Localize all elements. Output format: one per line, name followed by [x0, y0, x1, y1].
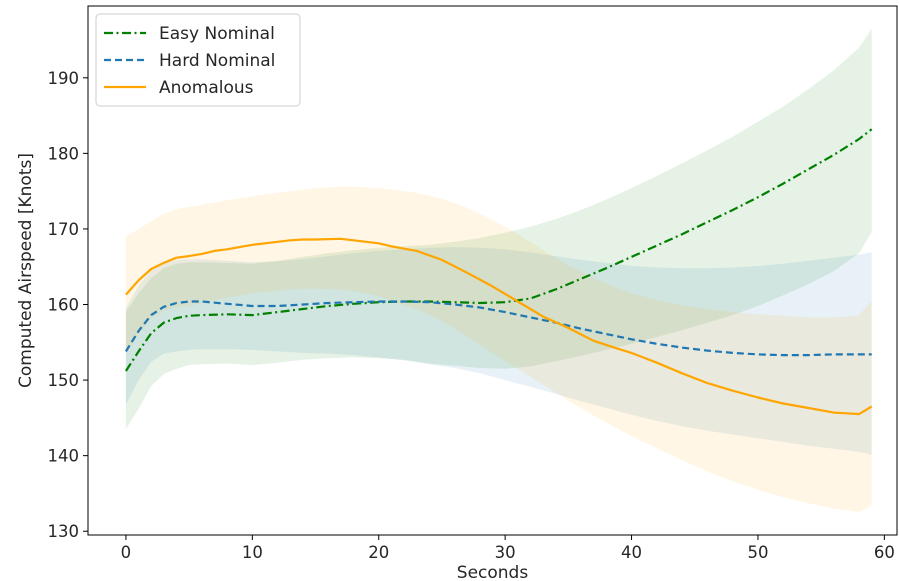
series-line-easy-nominal — [124, 128, 873, 372]
y-axis-ticks: 130 140 150 160 170 180 190 — [48, 69, 88, 541]
y-tick-label: 180 — [48, 144, 80, 163]
y-tick-label: 140 — [48, 447, 80, 466]
legend-box — [95, 13, 301, 107]
x-tick-label: 30 — [495, 543, 516, 562]
y-tick-label: 190 — [48, 69, 80, 88]
legend-label-easy-nominal: Easy Nominal — [159, 24, 275, 44]
y-axis-label: Computed Airspeed [Knots] — [16, 153, 36, 388]
plot-frame — [87, 5, 898, 536]
series-line-hard-nominal — [124, 300, 872, 357]
series-lines — [124, 128, 873, 416]
x-axis-label: Seconds — [457, 563, 529, 581]
band-easy-nominal — [125, 28, 872, 430]
x-tick-label: 50 — [747, 543, 768, 562]
legend-label-anomalous: Anomalous — [159, 78, 254, 98]
confidence-bands — [125, 28, 872, 513]
legend: Easy Nominal Hard Nominal Anomalous — [95, 13, 301, 107]
y-tick-label: 150 — [48, 371, 80, 390]
x-tick-label: 10 — [242, 543, 263, 562]
y-tick-label: 160 — [48, 296, 80, 315]
axes — [87, 5, 898, 536]
x-tick-label: 40 — [621, 543, 642, 562]
legend-label-hard-nominal: Hard Nominal — [159, 51, 275, 71]
series-line-anomalous — [125, 237, 873, 416]
y-tick-label: 130 — [48, 522, 80, 541]
x-tick-label: 0 — [121, 543, 132, 562]
band-hard-nominal — [125, 247, 872, 455]
x-tick-label: 60 — [874, 543, 895, 562]
x-tick-label: 20 — [368, 543, 389, 562]
band-anomalous — [125, 186, 872, 513]
y-tick-label: 170 — [48, 220, 80, 239]
x-axis-ticks: 0 10 20 30 40 50 60 — [121, 535, 895, 562]
